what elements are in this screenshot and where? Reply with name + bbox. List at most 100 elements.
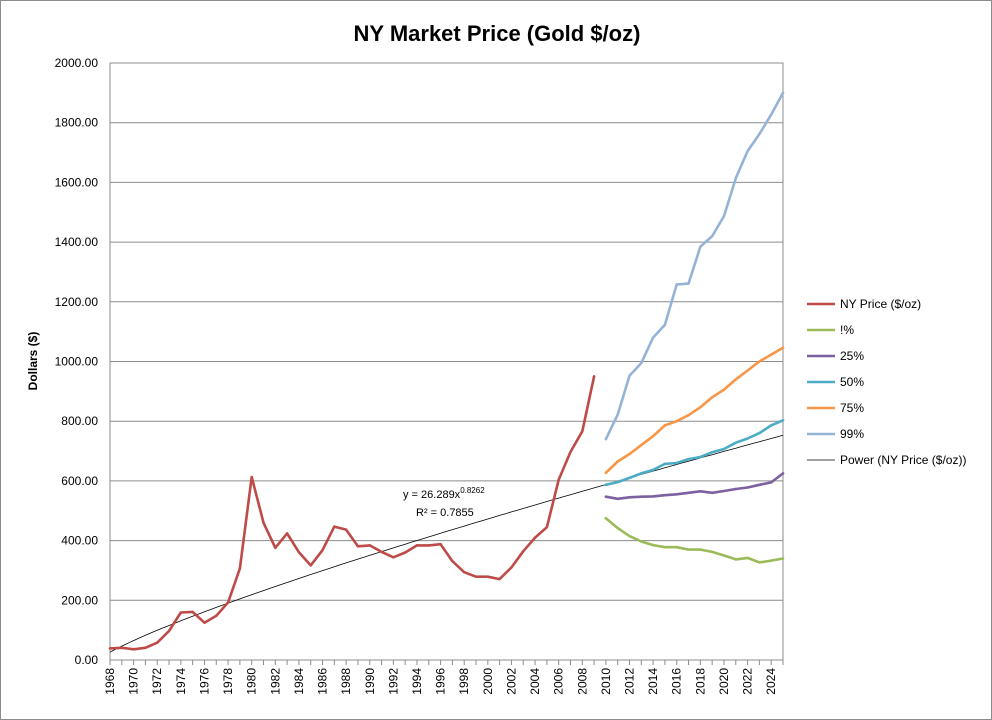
x-tick-label: 1982 [268, 668, 282, 695]
x-tick-label: 2006 [552, 668, 566, 695]
data-point [781, 419, 785, 422]
data-point [451, 559, 454, 563]
series-line-2 [604, 472, 785, 501]
data-point [675, 461, 678, 465]
data-point [769, 113, 773, 116]
x-tick-marks [109, 660, 784, 665]
y-tick-label: 0.00 [75, 653, 99, 667]
data-point [179, 611, 183, 614]
data-point [746, 149, 749, 153]
data-point [356, 545, 360, 548]
data-point [746, 369, 749, 372]
data-point [616, 480, 619, 484]
data-point [120, 646, 124, 649]
data-point [675, 283, 678, 286]
data-point [758, 431, 761, 435]
x-tick-label: 2000 [481, 668, 495, 695]
data-point [781, 91, 785, 95]
data-point [368, 544, 371, 547]
data-point [734, 177, 737, 180]
data-point [746, 437, 749, 440]
data-point [474, 575, 478, 578]
x-tick-label: 2004 [528, 668, 542, 695]
x-tick-label: 1986 [316, 668, 330, 695]
data-point [769, 424, 773, 427]
data-point [710, 451, 714, 454]
data-point [533, 536, 537, 539]
x-tick-label: 2024 [764, 668, 778, 695]
data-point [640, 361, 643, 365]
data-point [604, 437, 608, 441]
x-tick-label: 1978 [221, 668, 235, 695]
x-tick-label: 1996 [434, 668, 448, 695]
series-line-3 [604, 418, 785, 487]
x-tick-label: 2012 [623, 668, 637, 695]
series-line-0 [108, 375, 596, 651]
data-point [203, 621, 206, 624]
data-point [628, 496, 631, 499]
legend-label: 75% [840, 401, 864, 415]
data-point [262, 521, 265, 524]
trendline-power [109, 434, 784, 653]
x-tick-label: 1970 [127, 668, 141, 695]
legend-label: !% [840, 323, 854, 337]
series-line-4 [604, 346, 785, 475]
data-point [226, 601, 230, 604]
y-tick-label: 600.00 [61, 474, 98, 488]
data-point [215, 614, 218, 618]
data-point [640, 443, 643, 447]
gridlines [110, 62, 783, 601]
y-tick-label: 1400.00 [55, 235, 99, 249]
data-point [309, 564, 312, 567]
data-point [640, 540, 643, 543]
data-point [734, 487, 737, 491]
data-point [675, 493, 678, 496]
data-point [628, 534, 631, 538]
data-point [758, 561, 761, 564]
x-tick-label: 1990 [363, 668, 377, 695]
data-point [274, 546, 277, 549]
data-point [498, 577, 501, 581]
data-point [651, 434, 655, 438]
data-point [144, 646, 147, 649]
legend-label: 50% [840, 375, 864, 389]
data-point [734, 378, 737, 381]
data-point [663, 494, 667, 497]
data-point [640, 495, 643, 498]
equation-exponent: 0.8262 [460, 486, 485, 495]
data-point [250, 475, 253, 479]
x-tick-label: 1998 [457, 668, 471, 695]
y-tick-label: 1800.00 [55, 116, 99, 130]
data-point [781, 346, 785, 349]
data-point [616, 460, 619, 463]
data-point [344, 528, 348, 531]
series-line-1 [604, 516, 785, 564]
data-point [687, 457, 690, 461]
data-point [380, 550, 383, 554]
legend-label: 99% [840, 427, 864, 441]
data-point [663, 462, 667, 466]
y-tick-label: 1200.00 [55, 295, 99, 309]
data-point [734, 558, 737, 561]
data-point [592, 375, 596, 378]
y-tick-label: 2000.00 [55, 56, 99, 70]
data-point [663, 424, 667, 427]
chart-title: NY Market Price (Gold $/oz) [354, 21, 641, 46]
data-point [781, 557, 785, 560]
legend-label: NY Price ($/oz) [840, 297, 921, 311]
data-point [710, 234, 714, 238]
y-tick-label: 400.00 [61, 534, 98, 548]
data-point [321, 548, 324, 552]
data-point [604, 495, 608, 498]
data-point [687, 414, 690, 417]
data-point [758, 360, 761, 363]
x-tick-label: 1974 [174, 668, 188, 695]
x-tick-label: 2010 [599, 668, 613, 695]
data-point [746, 556, 749, 560]
data-point [569, 450, 572, 454]
data-point [132, 648, 135, 651]
x-tick-label: 1988 [339, 668, 353, 695]
legend: NY Price ($/oz)!% 25% 50% 75% 99% Power (NY P… [807, 297, 966, 467]
data-point [628, 476, 631, 480]
